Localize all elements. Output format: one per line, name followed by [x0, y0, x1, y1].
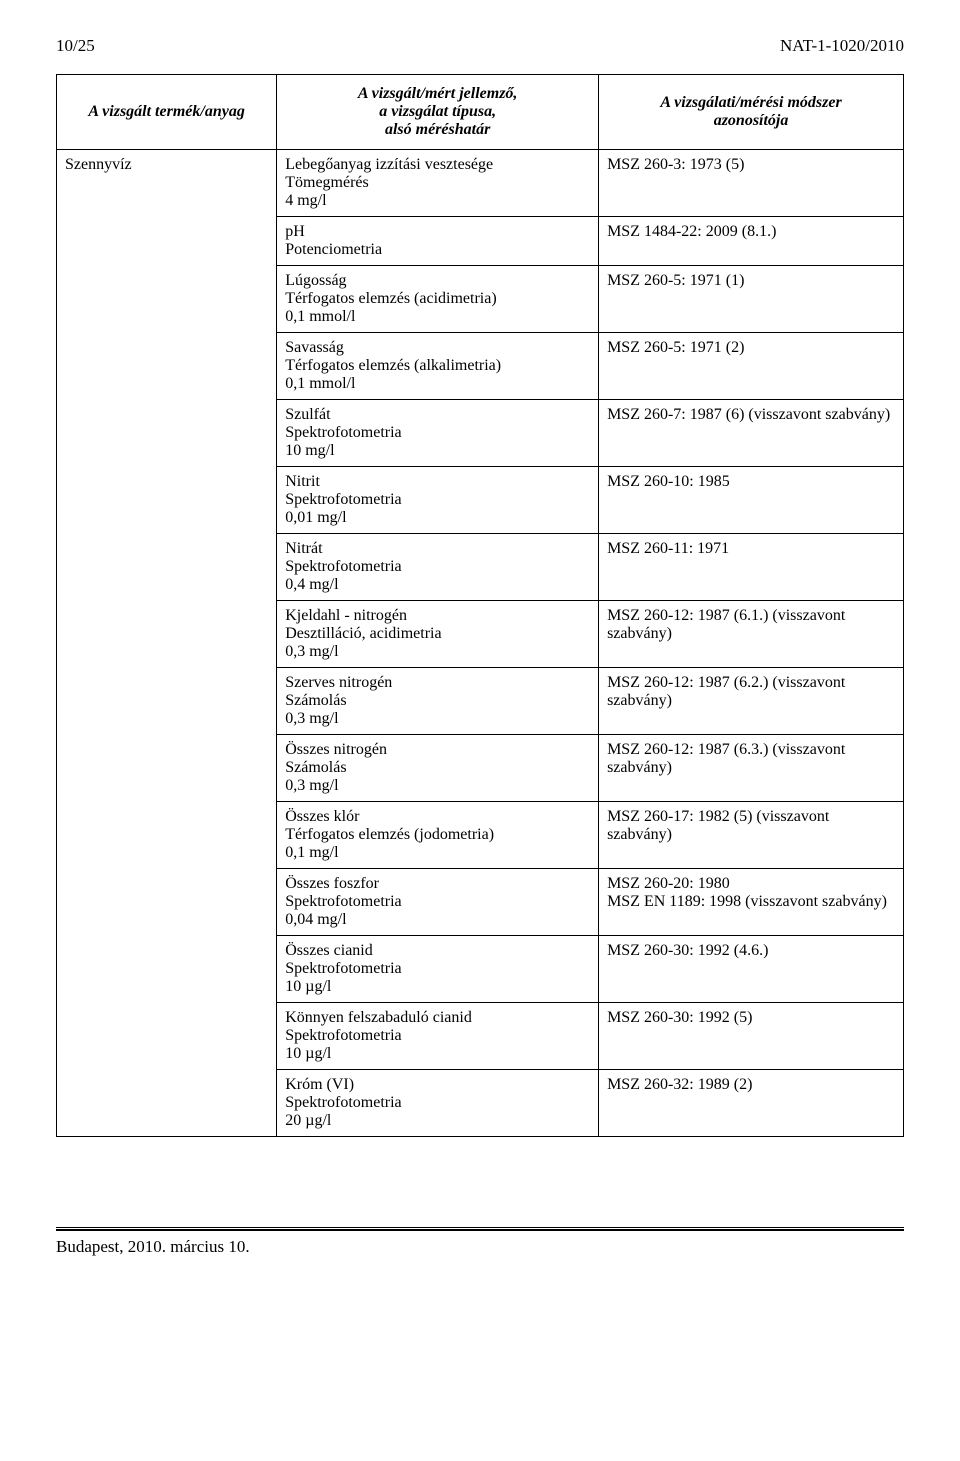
page-number: 10/25	[56, 36, 95, 56]
method-cell: MSZ 260-17: 1982 (5) (visszavont szabván…	[599, 802, 904, 869]
param-cell: Könnyen felszabaduló cianidSpektrofotome…	[277, 1003, 599, 1070]
param-cell: pHPotenciometria	[277, 217, 599, 266]
method-cell: MSZ 260-32: 1989 (2)	[599, 1070, 904, 1137]
col-header-method: A vizsgálati/mérési módszerazonosítója	[599, 75, 904, 150]
method-cell: MSZ 260-30: 1992 (5)	[599, 1003, 904, 1070]
param-cell: LúgosságTérfogatos elemzés (acidimetria)…	[277, 266, 599, 333]
method-cell: MSZ 260-3: 1973 (5)	[599, 150, 904, 217]
method-cell: MSZ 260-20: 1980MSZ EN 1189: 1998 (vissz…	[599, 869, 904, 936]
col-header-product: A vizsgált termék/anyag	[57, 75, 277, 150]
method-cell: MSZ 260-12: 1987 (6.1.) (visszavont szab…	[599, 601, 904, 668]
param-cell: Kjeldahl - nitrogénDesztilláció, acidime…	[277, 601, 599, 668]
param-cell: NitritSpektrofotometria0,01 mg/l	[277, 467, 599, 534]
table-header-row: A vizsgált termék/anyag A vizsgált/mért …	[57, 75, 904, 150]
param-cell: NitrátSpektrofotometria0,4 mg/l	[277, 534, 599, 601]
footer-text: Budapest, 2010. március 10.	[56, 1237, 904, 1257]
header-line: 10/25 NAT-1-1020/2010	[56, 36, 904, 56]
method-cell: MSZ 260-12: 1987 (6.3.) (visszavont szab…	[599, 735, 904, 802]
param-cell: Összes klórTérfogatos elemzés (jodometri…	[277, 802, 599, 869]
method-cell: MSZ 260-5: 1971 (2)	[599, 333, 904, 400]
table-row: Szennyvíz Lebegőanyag izzítási veszteség…	[57, 150, 904, 217]
category-cell: Szennyvíz	[57, 150, 277, 1137]
method-cell: MSZ 260-7: 1987 (6) (visszavont szabvány…	[599, 400, 904, 467]
param-cell: Összes nitrogénSzámolás0,3 mg/l	[277, 735, 599, 802]
param-cell: Összes cianidSpektrofotometria10 µg/l	[277, 936, 599, 1003]
param-cell: Lebegőanyag izzítási veszteségeTömegméré…	[277, 150, 599, 217]
col-header-parameter: A vizsgált/mért jellemző,a vizsgálat típ…	[277, 75, 599, 150]
param-cell: Összes foszforSpektrofotometria0,04 mg/l	[277, 869, 599, 936]
page: 10/25 NAT-1-1020/2010 A vizsgált termék/…	[0, 0, 960, 1461]
method-cell: MSZ 1484-22: 2009 (8.1.)	[599, 217, 904, 266]
method-cell: MSZ 260-5: 1971 (1)	[599, 266, 904, 333]
param-cell: Szerves nitrogénSzámolás0,3 mg/l	[277, 668, 599, 735]
param-cell: SzulfátSpektrofotometria10 mg/l	[277, 400, 599, 467]
data-table: A vizsgált termék/anyag A vizsgált/mért …	[56, 74, 904, 1137]
param-cell: Króm (VI)Spektrofotometria20 µg/l	[277, 1070, 599, 1137]
method-cell: MSZ 260-30: 1992 (4.6.)	[599, 936, 904, 1003]
footer-rule	[56, 1227, 904, 1231]
document-code: NAT-1-1020/2010	[780, 36, 904, 56]
method-cell: MSZ 260-11: 1971	[599, 534, 904, 601]
param-cell: SavasságTérfogatos elemzés (alkalimetria…	[277, 333, 599, 400]
method-cell: MSZ 260-12: 1987 (6.2.) (visszavont szab…	[599, 668, 904, 735]
method-cell: MSZ 260-10: 1985	[599, 467, 904, 534]
